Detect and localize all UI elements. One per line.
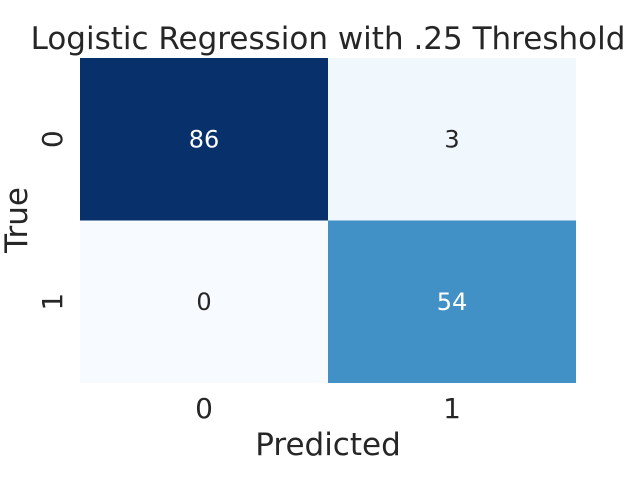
heatmap-cell-1-1	[328, 220, 576, 383]
heatmap-cell-0-1	[328, 58, 576, 221]
heatmap-cells	[80, 58, 576, 383]
x-tick-label-0: 0	[195, 392, 213, 425]
y-axis-ticks: 01	[36, 130, 69, 310]
x-tick-label-1: 1	[443, 392, 461, 425]
y-axis-label: True	[0, 187, 35, 254]
heatmap-annotation-0-0: 86	[189, 125, 220, 153]
chart-title: Logistic Regression with .25 Threshold	[31, 21, 626, 57]
heatmap-annotation-1-0: 0	[196, 288, 211, 316]
heatmap-annotations: 86 3 0 54	[189, 125, 468, 316]
heatmap-cell-1-0	[80, 220, 328, 383]
x-axis-label: Predicted	[255, 427, 401, 463]
heatmap-cell-0-0	[80, 58, 328, 221]
y-tick-label-1: 1	[36, 293, 69, 311]
heatmap-annotation-0-1: 3	[444, 125, 459, 153]
y-tick-label-0: 0	[36, 130, 69, 148]
heatmap-annotation-1-1: 54	[437, 288, 468, 316]
